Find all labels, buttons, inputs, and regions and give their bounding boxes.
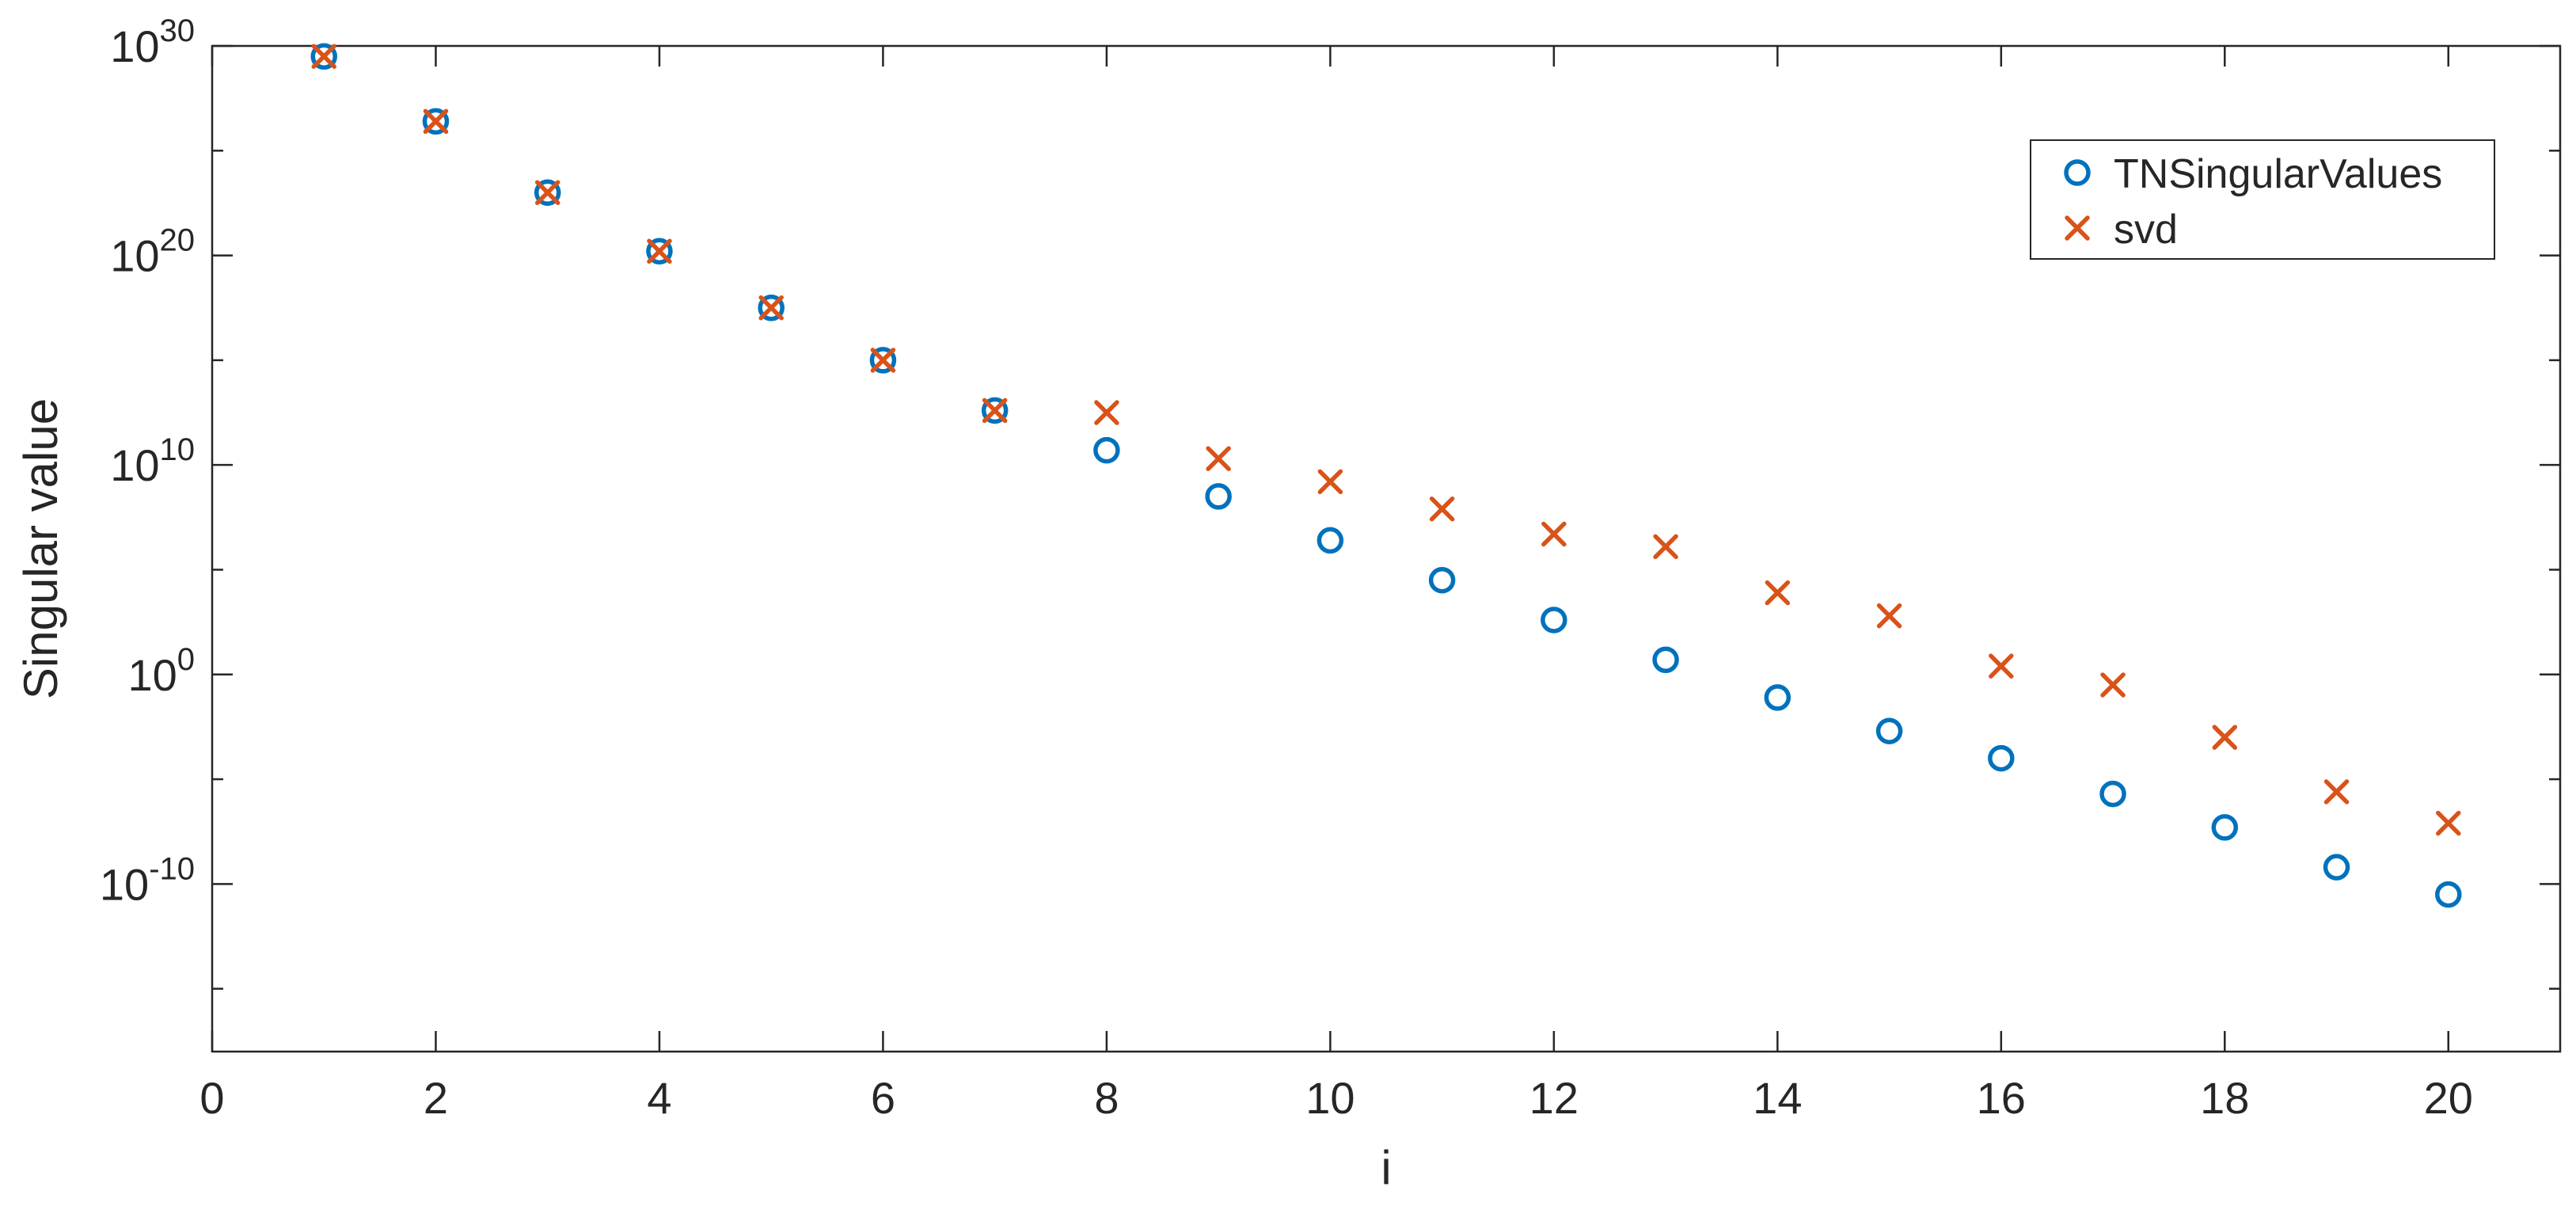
x-tick-label: 4 [647, 1073, 671, 1123]
x-marker [2323, 779, 2350, 805]
circle-marker [2211, 814, 2239, 841]
y-axis-label: Singular value [14, 398, 67, 699]
x-tick-label: 16 [1977, 1073, 2026, 1123]
data-markers [310, 43, 2462, 908]
x-marker [1317, 469, 1343, 495]
circle-marker [1316, 527, 1344, 554]
x-marker [1653, 534, 1678, 560]
x-tick-label: 10 [1305, 1073, 1354, 1123]
x-axis-label: i [1381, 1141, 1391, 1194]
x-tick-label: 2 [424, 1073, 448, 1123]
x-tick-labels: 0 2 4 6 8 10 12 14 16 18 20 [199, 1073, 2472, 1123]
x-marker [2100, 672, 2126, 698]
x-marker [1094, 400, 1119, 425]
legend-marker [2065, 215, 2090, 241]
circle-marker [1541, 607, 1567, 633]
x-tick-label: 14 [1753, 1073, 1802, 1123]
circle-marker [2099, 780, 2126, 808]
circle-marker [422, 108, 450, 135]
circle-marker [534, 179, 561, 206]
y-tick-label: 1030 [110, 13, 195, 71]
x-marker [534, 180, 560, 205]
x-tick-label: 0 [199, 1073, 224, 1123]
x-marker [1206, 446, 1231, 471]
y-tick-label: 10-10 [100, 851, 195, 909]
x-marker [1876, 603, 1902, 629]
circle-marker [2323, 854, 2350, 881]
legend-label: TNSingularValues [2114, 151, 2442, 197]
circle-marker [310, 43, 337, 70]
x-tick-label: 8 [1094, 1073, 1119, 1123]
x-marker [870, 348, 896, 373]
legend: TNSingularValues svd [2030, 139, 2495, 260]
y-tick-label: 1020 [110, 223, 195, 281]
circle-marker [1988, 744, 2015, 772]
x-marker [647, 238, 672, 264]
circle-marker [981, 397, 1009, 424]
circle-marker [758, 294, 785, 321]
x-marker [1541, 521, 1567, 547]
circle-marker [1764, 684, 1791, 711]
circle-marker [1093, 436, 1120, 464]
x-marker [758, 295, 784, 321]
y-tick-labels: 10-10 100 1010 1020 1030 [100, 13, 195, 909]
legend-label: svd [2114, 207, 2178, 253]
axis-ticks [211, 44, 2560, 1052]
y-tick-label: 100 [127, 642, 195, 700]
circle-marker [1428, 566, 1456, 594]
x-marker [2436, 810, 2461, 836]
circle-marker [869, 347, 897, 374]
x-marker [2212, 725, 2238, 750]
y-tick-label: 1010 [110, 432, 195, 490]
x-marker [1765, 580, 1791, 606]
x-marker [423, 108, 449, 134]
circle-marker [646, 238, 673, 265]
x-marker [1989, 653, 2014, 679]
x-tick-label: 20 [2424, 1073, 2473, 1123]
x-tick-label: 6 [871, 1073, 895, 1123]
x-marker [1429, 496, 1455, 522]
x-tick-label: 12 [1529, 1073, 1579, 1123]
x-marker [982, 398, 1008, 424]
circle-marker [1205, 483, 1232, 510]
legend-marker [2064, 159, 2091, 186]
circle-marker [1875, 717, 1903, 744]
circle-marker [2435, 881, 2462, 908]
x-marker [311, 44, 336, 69]
x-tick-label: 18 [2200, 1073, 2249, 1123]
legend-box [2030, 139, 2495, 260]
circle-marker [1652, 646, 1679, 673]
